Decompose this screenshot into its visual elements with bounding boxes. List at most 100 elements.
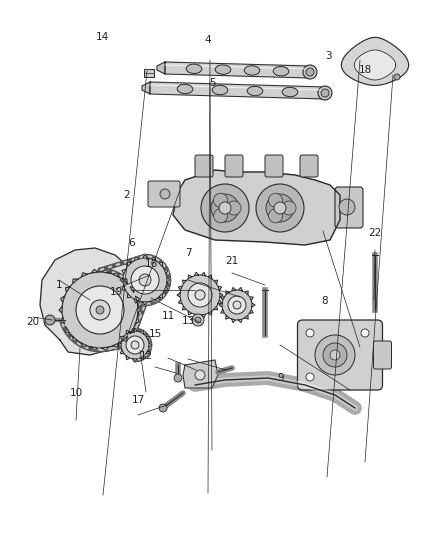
Circle shape <box>123 258 167 302</box>
Polygon shape <box>194 314 198 318</box>
Polygon shape <box>182 280 186 284</box>
FancyBboxPatch shape <box>265 155 283 177</box>
Circle shape <box>188 283 212 307</box>
Circle shape <box>62 272 138 348</box>
Circle shape <box>306 373 314 381</box>
Polygon shape <box>150 82 325 99</box>
Circle shape <box>233 301 241 309</box>
Circle shape <box>126 336 144 354</box>
Polygon shape <box>122 286 126 290</box>
Circle shape <box>195 370 205 380</box>
Text: 14: 14 <box>96 33 110 42</box>
Polygon shape <box>245 291 248 295</box>
Polygon shape <box>40 248 140 355</box>
Circle shape <box>195 317 201 323</box>
Polygon shape <box>102 269 109 273</box>
Polygon shape <box>118 343 121 347</box>
Polygon shape <box>92 347 98 351</box>
Polygon shape <box>167 277 170 282</box>
Circle shape <box>90 301 110 320</box>
Polygon shape <box>183 360 218 388</box>
Polygon shape <box>113 273 119 277</box>
FancyBboxPatch shape <box>195 155 213 177</box>
Text: 12: 12 <box>140 351 153 360</box>
Polygon shape <box>66 328 70 333</box>
Polygon shape <box>252 303 255 307</box>
Ellipse shape <box>186 64 202 74</box>
Polygon shape <box>130 328 134 333</box>
Polygon shape <box>66 287 70 292</box>
Polygon shape <box>157 62 165 74</box>
Polygon shape <box>134 257 139 261</box>
Ellipse shape <box>268 209 283 223</box>
Circle shape <box>131 342 138 349</box>
Polygon shape <box>159 294 162 297</box>
Circle shape <box>139 274 151 286</box>
Polygon shape <box>201 272 205 276</box>
Polygon shape <box>140 330 144 334</box>
Text: 1: 1 <box>56 280 63 290</box>
Polygon shape <box>142 255 148 258</box>
Circle shape <box>394 74 400 80</box>
Polygon shape <box>151 299 156 303</box>
Circle shape <box>45 315 55 325</box>
Polygon shape <box>188 311 192 315</box>
Ellipse shape <box>306 68 314 76</box>
Polygon shape <box>221 297 225 301</box>
Polygon shape <box>238 319 242 322</box>
Polygon shape <box>221 310 225 313</box>
Polygon shape <box>146 350 150 354</box>
Circle shape <box>139 274 151 286</box>
Polygon shape <box>214 306 218 310</box>
Polygon shape <box>165 62 310 78</box>
Polygon shape <box>135 296 139 302</box>
Polygon shape <box>159 262 162 266</box>
Ellipse shape <box>318 86 332 100</box>
FancyBboxPatch shape <box>225 155 243 177</box>
Polygon shape <box>232 319 236 322</box>
Polygon shape <box>120 277 123 282</box>
Ellipse shape <box>330 350 340 360</box>
Polygon shape <box>178 286 182 290</box>
Ellipse shape <box>282 201 296 215</box>
Text: 4: 4 <box>205 35 212 45</box>
Circle shape <box>339 199 355 215</box>
Text: 21: 21 <box>226 256 239 266</box>
Circle shape <box>131 341 139 349</box>
Polygon shape <box>120 336 124 340</box>
Text: 16: 16 <box>145 259 158 269</box>
Circle shape <box>96 306 104 314</box>
Circle shape <box>195 290 205 300</box>
Text: 10: 10 <box>70 389 83 398</box>
Ellipse shape <box>282 87 298 96</box>
Circle shape <box>222 290 252 320</box>
FancyBboxPatch shape <box>297 320 382 390</box>
Polygon shape <box>177 293 180 297</box>
Ellipse shape <box>273 67 289 76</box>
Text: 17: 17 <box>131 395 145 405</box>
Polygon shape <box>81 273 87 277</box>
Polygon shape <box>354 50 396 80</box>
Text: 22: 22 <box>368 229 381 238</box>
Polygon shape <box>127 262 131 266</box>
Text: 19: 19 <box>110 287 123 297</box>
Polygon shape <box>182 306 186 310</box>
Ellipse shape <box>201 184 249 232</box>
Ellipse shape <box>247 86 263 96</box>
Polygon shape <box>250 310 253 313</box>
Circle shape <box>90 300 110 320</box>
Polygon shape <box>133 359 137 362</box>
Polygon shape <box>342 37 409 85</box>
Polygon shape <box>214 280 218 284</box>
Ellipse shape <box>212 85 228 95</box>
Polygon shape <box>208 275 212 279</box>
Polygon shape <box>126 330 130 334</box>
Polygon shape <box>173 170 340 245</box>
Ellipse shape <box>227 201 241 215</box>
Text: 3: 3 <box>325 51 332 61</box>
Ellipse shape <box>214 209 228 223</box>
Ellipse shape <box>215 65 231 74</box>
Ellipse shape <box>303 65 317 79</box>
Polygon shape <box>59 307 62 313</box>
Polygon shape <box>142 302 148 305</box>
